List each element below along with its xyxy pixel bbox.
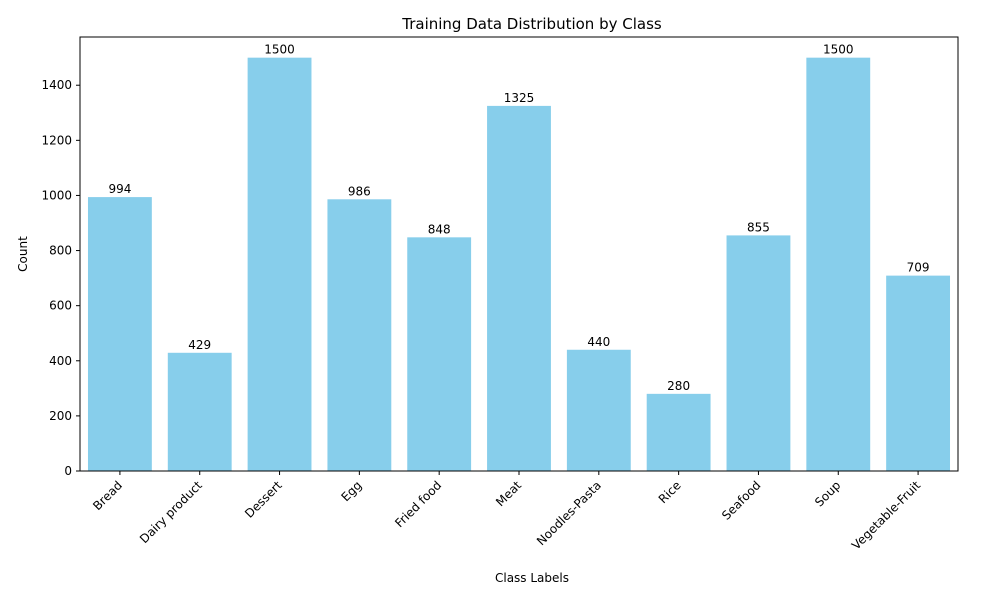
bar-rice	[646, 393, 711, 471]
y-tick-label: 1200	[41, 133, 72, 147]
data-label: 855	[747, 220, 770, 234]
data-label: 429	[188, 338, 211, 352]
bar-meat	[487, 105, 551, 471]
x-tick-label: Rice	[656, 478, 684, 506]
y-tick-label: 800	[49, 244, 72, 258]
x-tick-label: Fried food	[392, 478, 444, 530]
data-label: 280	[667, 379, 690, 393]
y-axis-label: Count	[16, 236, 30, 272]
y-tick-label: 1400	[41, 78, 72, 92]
x-tick-label: Bread	[90, 478, 125, 513]
plot-frame	[79, 36, 959, 472]
bar-seafood	[726, 235, 791, 471]
data-label: 994	[108, 182, 131, 196]
x-axis-label: Class Labels	[495, 571, 569, 585]
data-labels-layer: 994 429 1500 986 848 1325 440 280 855 1500 709	[108, 43, 929, 393]
bars-layer	[87, 57, 951, 472]
data-label: 440	[587, 335, 610, 349]
data-label: 986	[348, 184, 371, 198]
y-tick-label: 1000	[41, 188, 72, 202]
bar-vegetable-fruit	[886, 275, 951, 471]
y-tick-label: 0	[64, 464, 72, 478]
data-label: 709	[907, 261, 930, 275]
data-label: 1500	[823, 43, 854, 57]
x-tick-label: Meat	[493, 478, 524, 509]
data-label: 1325	[504, 91, 535, 105]
bar-dessert	[247, 57, 312, 472]
bar-noodles-pasta	[566, 349, 631, 471]
x-axis: Bread Dairy product Dessert Egg Fried food Me…	[90, 471, 923, 552]
x-tick-label: Noodles-Pasta	[534, 478, 604, 548]
x-tick-label: Dessert	[242, 478, 285, 521]
data-label: 1500	[264, 43, 295, 57]
chart-title: Training Data Distribution by Class	[401, 15, 662, 33]
bar-egg	[327, 199, 392, 472]
x-tick-label: Seafood	[719, 478, 763, 522]
bar-dairy-product	[167, 352, 232, 471]
x-tick-label: Vegetable-Fruit	[849, 478, 923, 552]
data-label: 848	[428, 222, 451, 236]
bar-bread	[87, 197, 152, 471]
x-tick-label: Egg	[338, 478, 364, 504]
y-axis: 0 200 400 600 800 1000 1200 1400	[41, 78, 80, 478]
x-tick-label: Dairy product	[137, 478, 205, 546]
y-tick-label: 600	[49, 299, 72, 313]
bar-soup	[806, 57, 871, 472]
y-tick-label: 200	[49, 409, 72, 423]
x-tick-label: Soup	[812, 478, 843, 509]
y-tick-label: 400	[49, 354, 72, 368]
bar-fried-food	[407, 237, 472, 471]
